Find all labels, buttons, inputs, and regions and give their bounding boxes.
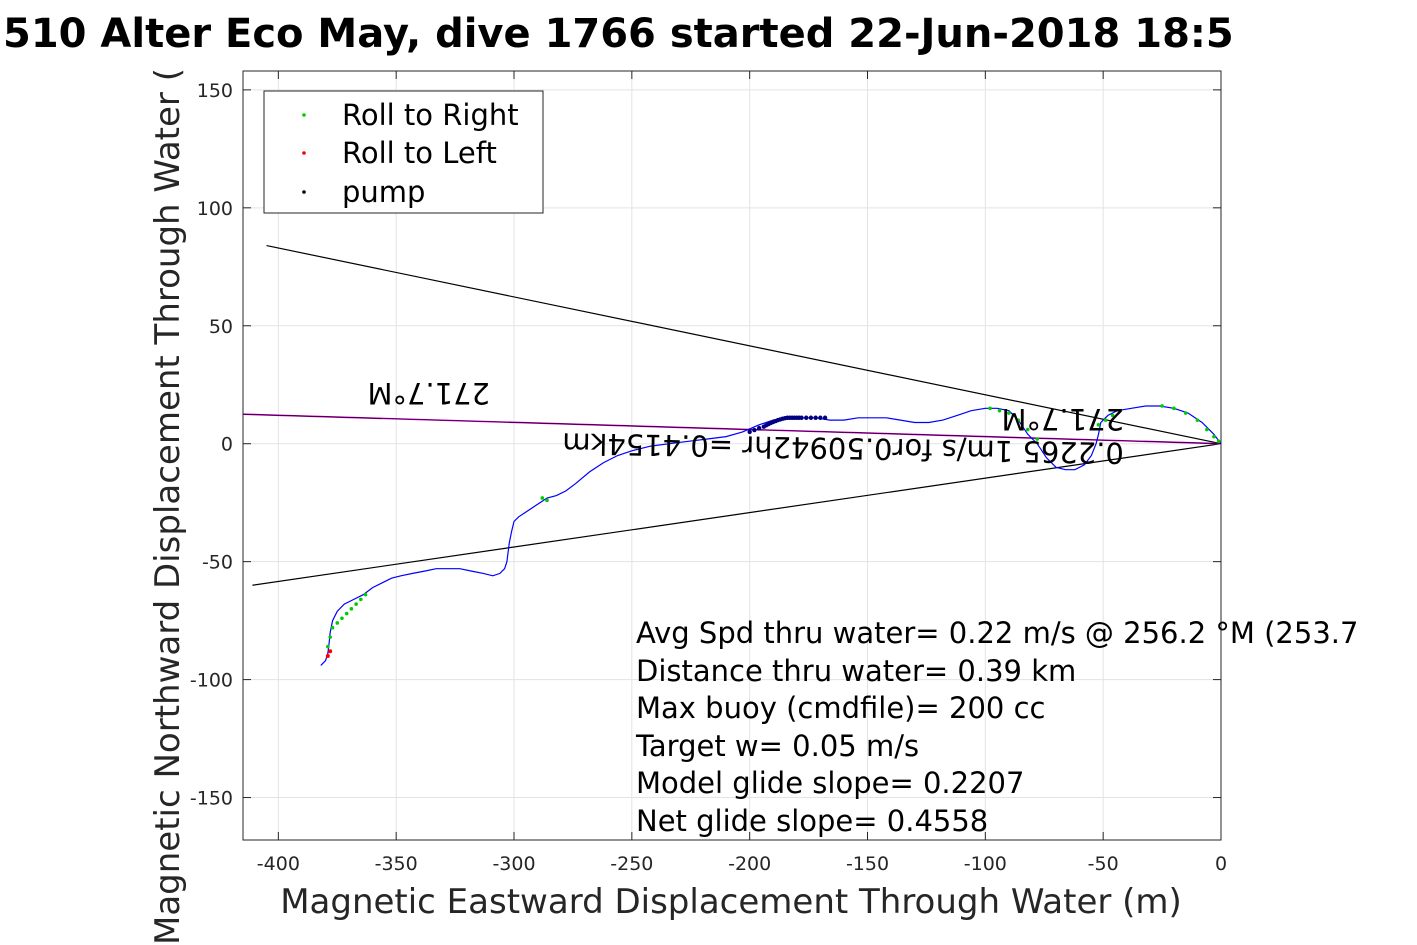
roll-right-point [1172,406,1176,411]
x-tick-label: -300 [492,853,535,875]
roll-right-point [1035,437,1039,441]
roll-right-point [1007,411,1011,415]
pump-point [752,427,757,433]
pump-point [822,415,828,420]
heading-line-core [242,413,1222,445]
y-tick-label: 100 [197,198,233,220]
roll-right-point [997,408,1002,413]
track-series [320,405,1222,666]
x-tick-label: -150 [846,853,889,875]
legend-label-roll-left: Roll to Left [342,136,497,170]
roll-right-point [328,635,332,639]
roll-right-point [1016,418,1021,422]
x-tick-label: -400 [257,853,300,875]
grid [243,71,1222,840]
stat-avg-speed: Avg Spd thru water= 0.22 m/s @ 256.2 °M … [636,616,1358,650]
roll-left-point [325,654,330,659]
pump-point [808,415,814,420]
roll-right-point [988,406,992,411]
plot-frame [242,70,1222,841]
y-tick-label: -100 [190,670,233,692]
envelope-line [252,443,1222,586]
y-tick-label: 50 [209,316,233,338]
roll-right-point [1195,418,1200,422]
heading-label-right: 271.7°M [1001,402,1124,436]
roll-right-point [344,611,349,616]
heading-label-left: 271.7°M [367,376,490,410]
roll-right-point [1212,434,1216,439]
roll-right-point [340,616,344,621]
x-axis: -400 -350 -300 -250 -200 -150 -100 -50 0 [257,71,1227,875]
roll-right-point [545,498,549,503]
roll-right-point [349,607,354,611]
legend-label-pump: pump [342,175,425,209]
roll-right-point [354,602,358,606]
legend-marker-roll-left [302,151,306,155]
legend-box [263,90,544,214]
roll-right-point [330,625,335,630]
roll-right-point [363,592,368,597]
pump-point [761,424,767,429]
y-tick-label: -50 [202,552,233,574]
pump-point [804,415,809,420]
legend-marker-roll-right [302,113,306,117]
y-tick-label: -150 [190,788,233,810]
y-axis: -150 -100 -50 0 50 100 150 [190,80,1221,810]
roll-right-point [335,621,340,625]
roll-right-point [1160,404,1164,408]
y-tick-label: 0 [221,434,233,456]
roll-right-point [540,496,545,500]
stat-net-glide: Net glide slope= 0.4558 [636,804,988,838]
x-tick-label: 0 [1215,853,1227,875]
y-axis-label: Magnetic Northward Displacement Through … [148,68,188,945]
pump-point [813,415,818,420]
stat-model-glide: Model glide slope= 0.2207 [636,766,1024,800]
x-tick-label: -250 [610,853,653,875]
reference-lines [242,244,1222,586]
roll-left-point [328,649,333,654]
roll-right-point [359,597,363,602]
roll-right-point [326,644,330,649]
legend: Roll to Right Roll to Left pump [263,90,544,214]
roll-right-point [1216,439,1221,444]
roll-right-point [1025,427,1030,432]
envelope-line [266,244,1222,445]
roll-right-point [1205,427,1209,432]
stat-max-buoy: Max buoy (cmdfile)= 200 cc [636,691,1045,725]
pump-point [818,415,823,420]
pump-point [756,425,762,431]
legend-marker-pump [302,190,306,194]
point-markers [325,404,1221,659]
stats-block: Avg Spd thru water= 0.22 m/s @ 256.2 °M … [635,616,1358,838]
x-tick-label: -100 [964,853,1007,875]
stat-distance: Distance thru water= 0.39 km [636,654,1076,688]
pump-point [747,429,752,435]
roll-right-point [1110,413,1115,418]
roll-right-point [1096,423,1101,427]
legend-label-roll-right: Roll to Right [342,98,519,132]
x-tick-label: -50 [1088,853,1119,875]
roll-right-point [1183,411,1188,415]
x-tick-label: -350 [375,853,418,875]
roll-right-point [1103,418,1108,422]
x-tick-label: -200 [728,853,771,875]
x-axis-label: Magnetic Eastward Displacement Through W… [280,882,1182,922]
stat-target-w: Target w= 0.05 m/s [635,729,919,763]
chart-title: 510 Alter Eco May, dive 1766 started 22-… [3,11,1234,57]
y-tick-label: 150 [197,80,233,102]
